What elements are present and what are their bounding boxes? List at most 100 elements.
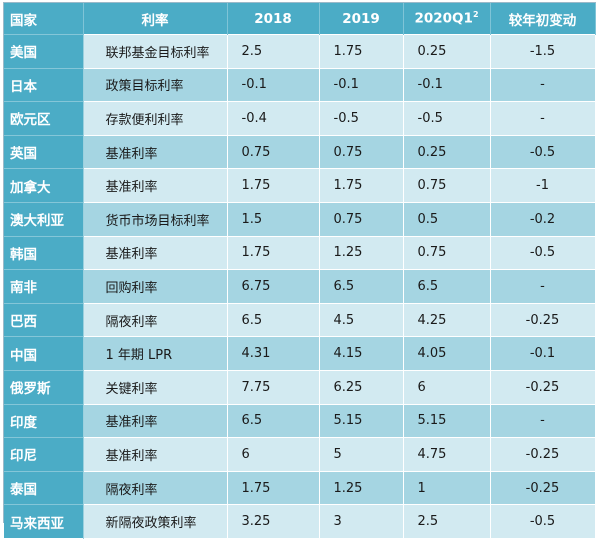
change-cell: -0.2	[490, 201, 596, 237]
value-2020q1-cell: -0.5	[403, 101, 491, 136]
header-change: 较年初变动	[490, 3, 596, 35]
table-row: 俄罗斯 关键利率 7.75 6.25 6 -0.25	[4, 369, 596, 405]
value-2020q1-cell: 2.5	[403, 504, 491, 539]
country-cell: 加拿大	[4, 168, 84, 203]
value-2018-cell: -0.1	[227, 67, 320, 103]
interest-rate-table: 国家 利率 2018 2019 2020Q12 较年初变动 美国 联邦基金目标利率…	[4, 3, 596, 539]
table-row: 日本 政策目标利率 -0.1 -0.1 -0.1-	[4, 67, 596, 103]
country-cell: 南非	[4, 269, 84, 304]
change-cell: -0.5	[490, 504, 596, 539]
table-row: 马来西亚 新隔夜政策利率 3.25 3 2.5 -0.5	[4, 504, 596, 539]
table-row: 美国 联邦基金目标利率 2.5 1.75 0.25 -1.5	[4, 34, 596, 69]
value-2019-cell: 0.75	[319, 134, 404, 170]
value-2020q1-cell: 0.75	[403, 168, 491, 203]
header-2019: 2019	[319, 3, 404, 35]
table-row: 印度 基准利率 6.5 5.15 5.15-	[4, 403, 596, 439]
change-cell: -0.25	[490, 369, 596, 405]
table-row: 韩国 基准利率 1.75 1.25 0.75 -0.5	[4, 235, 596, 271]
value-2019-cell: 1.25	[319, 470, 404, 506]
value-2018-cell: 3.25	[227, 504, 320, 539]
header-country: 国家	[4, 3, 84, 35]
value-2018-cell: 1.75	[227, 168, 320, 203]
header-2018: 2018	[227, 3, 320, 35]
country-cell: 印度	[4, 403, 84, 438]
value-2020q1-cell: 0.5	[403, 201, 491, 237]
change-cell: -0.1	[490, 336, 596, 371]
table-body: 美国 联邦基金目标利率 2.5 1.75 0.25 -1.5 日本 政策目标利率 -0.1 -0.…	[4, 34, 596, 539]
header-2020q1-footnote: 2	[472, 10, 479, 20]
rate-type-cell: 基准利率	[83, 134, 228, 170]
value-2020q1-cell: 0.25	[403, 34, 491, 69]
change-cell: -0.5	[490, 235, 596, 271]
value-2018-cell: 1.75	[227, 470, 320, 506]
value-2019-cell: 1.25	[319, 235, 404, 271]
value-2019-cell: 6.25	[319, 369, 404, 405]
value-2018-cell: 6.5	[227, 302, 320, 338]
country-cell: 中国	[4, 336, 84, 371]
table-row: 印尼 基准利率 6 5 4.75 -0.25	[4, 437, 596, 472]
change-cell: -0.25	[490, 302, 596, 338]
country-cell: 印尼	[4, 437, 84, 472]
value-2019-cell: 5	[319, 437, 404, 472]
change-cell: -0.25	[490, 470, 596, 506]
rate-type-cell: 基准利率	[83, 437, 228, 472]
value-2019-cell: 0.75	[319, 201, 404, 237]
value-2018-cell: 6.75	[227, 269, 320, 304]
header-2020q1-label: 2020Q1	[414, 10, 473, 27]
value-2019-cell: -0.5	[319, 101, 404, 136]
country-cell: 马来西亚	[4, 504, 84, 539]
table-row: 泰国 隔夜利率 1.75 1.25 1 -0.25	[4, 470, 596, 506]
rate-type-cell: 货币市场目标利率	[83, 201, 228, 237]
value-2018-cell: 2.5	[227, 34, 320, 69]
value-2018-cell: -0.4	[227, 101, 320, 136]
change-cell: -1.5	[490, 34, 596, 69]
table-row: 欧元区 存款便利利率 -0.4 -0.5 -0.5-	[4, 101, 596, 136]
value-2019-cell: 1.75	[319, 168, 404, 203]
table-header-row: 国家 利率 2018 2019 2020Q12 较年初变动	[4, 3, 596, 35]
country-cell: 日本	[4, 67, 84, 102]
table-row: 英国 基准利率 0.75 0.75 0.25 -0.5	[4, 134, 596, 170]
value-2020q1-cell: 4.05	[403, 336, 491, 371]
change-cell: -	[490, 269, 596, 304]
value-2019-cell: 3	[319, 504, 404, 539]
value-2019-cell: -0.1	[319, 67, 404, 103]
value-2019-cell: 6.5	[319, 269, 404, 304]
country-cell: 英国	[4, 134, 84, 169]
change-cell: -	[490, 403, 596, 439]
rate-type-cell: 新隔夜政策利率	[83, 504, 228, 539]
value-2020q1-cell: 5.15	[403, 403, 491, 439]
rate-type-cell: 隔夜利率	[83, 470, 228, 506]
country-cell: 欧元区	[4, 101, 84, 136]
value-2018-cell: 1.5	[227, 201, 320, 237]
table-row: 中国 1 年期 LPR 4.31 4.15 4.05 -0.1	[4, 336, 596, 371]
change-cell: -	[490, 101, 596, 136]
value-2019-cell: 4.15	[319, 336, 404, 371]
change-cell: -1	[490, 168, 596, 203]
value-2019-cell: 1.75	[319, 34, 404, 69]
table-row: 加拿大 基准利率 1.75 1.75 0.75 -1	[4, 168, 596, 203]
table-row: 南非 回购利率 6.75 6.5 6.5-	[4, 269, 596, 304]
value-2019-cell: 4.5	[319, 302, 404, 338]
value-2018-cell: 4.31	[227, 336, 320, 371]
interest-rate-table-container: 国家 利率 2018 2019 2020Q12 较年初变动 美国 联邦基金目标利率…	[3, 2, 596, 539]
value-2020q1-cell: 0.25	[403, 134, 491, 170]
rate-type-cell: 联邦基金目标利率	[83, 34, 228, 69]
rate-type-cell: 基准利率	[83, 403, 228, 439]
country-cell: 澳大利亚	[4, 201, 84, 237]
value-2019-cell: 5.15	[319, 403, 404, 439]
value-2020q1-cell: 6	[403, 369, 491, 405]
country-cell: 泰国	[4, 470, 84, 505]
header-2020q1: 2020Q12	[403, 3, 491, 35]
table-row: 巴西 隔夜利率 6.5 4.5 4.25 -0.25	[4, 302, 596, 338]
value-2020q1-cell: 6.5	[403, 269, 491, 304]
rate-type-cell: 基准利率	[83, 168, 228, 203]
rate-type-cell: 隔夜利率	[83, 302, 228, 338]
rate-type-cell: 关键利率	[83, 369, 228, 405]
value-2018-cell: 0.75	[227, 134, 320, 170]
value-2018-cell: 1.75	[227, 235, 320, 271]
country-cell: 韩国	[4, 235, 84, 270]
value-2020q1-cell: 4.25	[403, 302, 491, 338]
rate-type-cell: 基准利率	[83, 235, 228, 271]
change-cell: -0.5	[490, 134, 596, 170]
rate-type-cell: 回购利率	[83, 269, 228, 304]
